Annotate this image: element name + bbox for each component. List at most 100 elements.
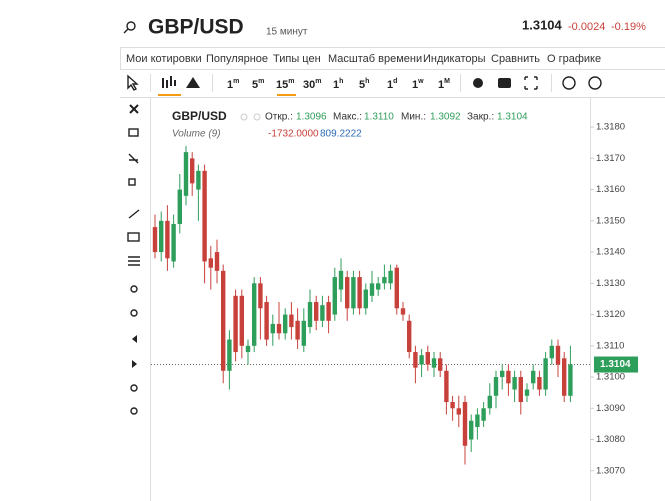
candle-body <box>419 355 424 365</box>
timeframe[interactable]: 1w <box>412 78 424 91</box>
timeframe-number: 5 <box>359 79 365 91</box>
camera-icon[interactable] <box>498 78 511 88</box>
timeframe-unit: m <box>233 78 239 85</box>
trend-tool[interactable] <box>128 209 140 219</box>
menu-item[interactable]: Сравнить <box>491 53 540 65</box>
symbol-title: GBP/USD <box>148 16 244 39</box>
timeframe[interactable]: 1M <box>438 78 450 91</box>
menu-item[interactable]: Мои котировки <box>126 53 202 65</box>
candle-body <box>475 414 480 428</box>
volume-a: -1732.0000 <box>268 129 319 140</box>
timeframe[interactable]: 15m <box>276 78 294 91</box>
upload-icon[interactable] <box>588 76 602 90</box>
timeframe-unit: h <box>339 78 343 85</box>
timeframe-number: 1 <box>227 79 233 91</box>
menu-item[interactable]: О графике <box>547 53 601 65</box>
last-price-box <box>594 356 638 373</box>
candle-body <box>543 358 548 390</box>
y-tick-label: 1.3150 <box>596 215 625 226</box>
candle-body <box>388 270 393 284</box>
area-type[interactable] <box>186 77 200 88</box>
menu-item[interactable]: Масштаб времени <box>328 53 422 65</box>
candle-body <box>413 352 418 368</box>
zoom-in[interactable] <box>130 285 138 293</box>
candle-body <box>295 320 300 340</box>
legend-low: 1.3092 <box>430 112 461 123</box>
cursor-tool[interactable] <box>127 74 139 91</box>
last-price-label: 1.3104 <box>600 359 631 370</box>
legend-high: 1.3110 <box>364 112 394 123</box>
candle-body <box>481 408 486 421</box>
candle-body <box>512 377 517 390</box>
candle-body <box>369 283 375 296</box>
candle-body <box>518 377 523 403</box>
eye-icon[interactable] <box>240 113 248 121</box>
candle-body <box>425 352 430 365</box>
candle-body <box>400 308 406 315</box>
candle-body <box>345 277 350 309</box>
candle-body <box>283 314 288 334</box>
candle-body <box>524 389 530 396</box>
candle-body <box>493 377 499 396</box>
timeframe-number: 1 <box>438 79 444 91</box>
interval: 15 минут <box>266 27 308 38</box>
y-tick-label: 1.3160 <box>596 184 625 195</box>
timeframe[interactable]: 1m <box>227 78 239 91</box>
candle-body <box>159 220 164 253</box>
candle-body <box>276 323 282 334</box>
timeframe-unit: h <box>365 78 369 85</box>
fib-tool[interactable] <box>128 256 140 266</box>
menu-item[interactable]: Популярное <box>206 53 268 65</box>
candle-body <box>376 283 381 290</box>
download-icon[interactable] <box>562 76 576 90</box>
timeframe-unit: m <box>315 78 321 85</box>
timeframe-unit: m <box>258 78 264 85</box>
settings-icon[interactable] <box>473 78 483 88</box>
zoom-out[interactable] <box>130 309 138 317</box>
tool[interactable] <box>130 384 138 392</box>
timeframe[interactable]: 5m <box>252 78 264 91</box>
candle-body <box>258 283 263 309</box>
timeframe[interactable]: 1d <box>387 78 397 91</box>
timeframe-unit: M <box>444 78 450 85</box>
candle-body <box>407 320 412 353</box>
timeframe[interactable]: 5h <box>359 78 369 91</box>
menu-bar <box>120 47 665 70</box>
candle-body <box>332 277 337 315</box>
candle-body <box>382 277 387 284</box>
y-tick-label: 1.3110 <box>596 340 624 351</box>
candle-body <box>171 223 176 262</box>
menu-item[interactable]: Типы цен <box>273 53 321 65</box>
candle-body <box>314 302 319 321</box>
legend-open-label: Откр.: <box>265 112 293 123</box>
tool[interactable] <box>130 407 138 415</box>
rect-tool[interactable] <box>127 232 140 242</box>
settings-icon[interactable] <box>253 113 261 121</box>
tool[interactable] <box>128 128 139 137</box>
candle-body <box>221 270 226 371</box>
search-icon[interactable] <box>126 21 136 31</box>
timeframe[interactable]: 1h <box>333 78 343 91</box>
scroll-right[interactable] <box>132 360 137 368</box>
candle-body <box>177 189 182 224</box>
y-tick-label: 1.3120 <box>596 309 625 320</box>
candle-body <box>196 170 201 190</box>
candle-body <box>537 377 542 390</box>
tool[interactable] <box>128 178 136 186</box>
scroll-left[interactable] <box>132 335 137 343</box>
legend-low-label: Мин.: <box>401 112 426 123</box>
candle-body <box>239 295 244 346</box>
candle-body <box>456 408 461 415</box>
candle-body <box>152 227 158 253</box>
fullscreen-icon[interactable] <box>524 76 538 90</box>
candles-type[interactable] <box>162 76 176 88</box>
legend-high-label: Макс.: <box>333 112 362 123</box>
candle-body <box>506 370 511 384</box>
candle-body <box>363 289 368 309</box>
timeframe[interactable]: 30m <box>303 78 321 91</box>
candle-body <box>338 270 344 290</box>
tool[interactable] <box>128 153 139 164</box>
close-tool[interactable] <box>129 104 139 114</box>
menu-item[interactable]: Индикаторы <box>423 53 486 65</box>
